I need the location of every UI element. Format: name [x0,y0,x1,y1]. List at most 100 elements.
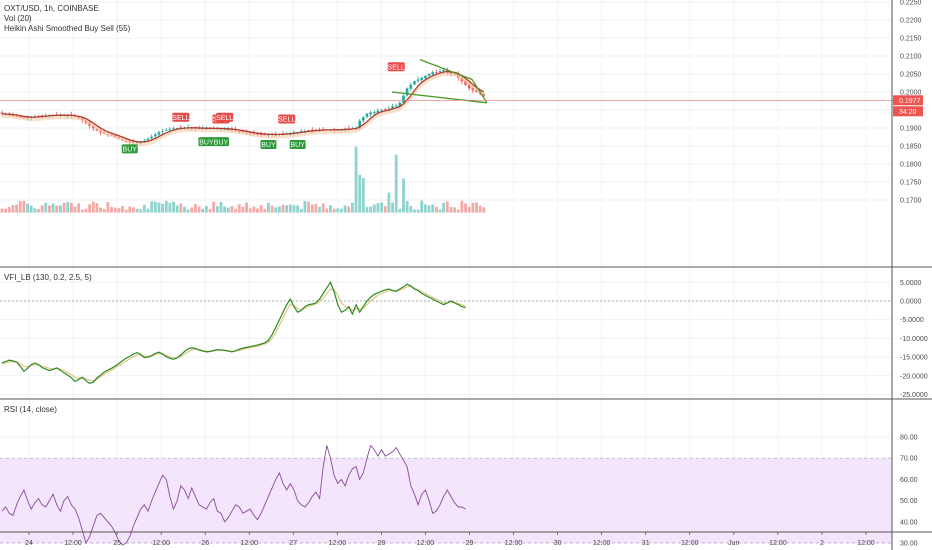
candle-body [424,75,427,79]
sell-signal-label: SELL [388,64,405,71]
volume-bar [394,154,398,213]
candle-body [259,134,263,136]
candle-body [420,77,424,81]
vfi-tick: 5.0000 [900,280,922,287]
buy-signal-label: BUY [123,146,138,153]
heikin-ashi-smoothed-line [1,70,485,143]
buy-signal-label: BUY [199,139,214,146]
time-axis: 24 12:00 25 12:00 26 12:00 27 12:00 28 12:00 29 12:… [25,532,875,547]
volume-bar [427,205,431,213]
candle-body [467,84,471,89]
candle-body [482,93,486,96]
volume-bar [380,202,383,213]
time-tick: 12:00 [857,540,875,547]
countdown-text: 34:20 [899,109,917,116]
volume-bar [237,204,241,213]
volume-bar [292,205,296,213]
rsi-tick: 60.00 [900,477,918,484]
volume-bar [95,203,99,213]
rsi-tick: 80.00 [900,435,918,442]
volume-bar [358,174,362,213]
time-tick: 2 [820,540,824,547]
volume-bar [77,203,81,213]
volume-bar [44,202,48,213]
volume-bar [73,206,77,213]
candle-body [132,141,135,143]
rsi-tick: 50.00 [900,498,918,505]
volume-bar [33,208,37,213]
volume-bar [113,207,117,213]
volume-bar [66,201,70,213]
volume-bar [18,201,22,213]
volume-bar [354,146,358,213]
volume-bar [124,209,128,213]
volume-bar [132,207,135,213]
buy-signal [198,137,215,147]
main-price-pane: BUYBUYBUYBUYBUYSELLSELLSELLSELLSELL [0,0,892,266]
volume-bar [299,208,303,213]
volume-bar [424,204,427,213]
volume-bar [263,208,267,213]
volume-bar [40,205,44,213]
volume-bar [219,201,223,213]
heikin-ashi-band [1,72,485,147]
candle-body [471,87,475,91]
sell-signal [172,112,190,122]
volume-bar [442,202,446,213]
volume-bar [482,207,486,213]
candle-body [416,79,420,81]
volume-bar [329,205,332,213]
price-tick: 0.2250 [900,0,922,7]
symbol-title[interactable]: OXT/USD, 1h, COINBASE [4,4,99,13]
candle-body [398,102,402,107]
volume-bar [416,209,420,213]
volume-bar [314,204,318,213]
rsi-indicator-label[interactable]: RSI (14, close) [4,405,57,414]
candle-body [252,133,256,134]
volume-bar [80,209,84,213]
vfi-line [1,280,466,384]
signal-tags: BUYBUYBUYBUYBUYSELLSELLSELLSELLSELL [121,62,405,153]
volume-bar [383,206,387,213]
volume-bar [150,201,154,213]
volume-bar [372,204,376,213]
volume-bar [281,204,285,213]
volume-bar [172,201,175,213]
volume-indicator-label[interactable]: Vol (20) [4,14,32,23]
sell-signal-label: SELL [278,117,295,124]
price-tags: 0.1977 34:20 [893,95,923,117]
volume-bar [37,208,40,213]
buy-signal-label: BUY [261,142,276,149]
vfi-indicator-label[interactable]: VFI_LB (130, 0.2, 2.5, 5) [4,273,92,282]
volume-bar [62,202,66,213]
volume-bar [106,202,110,213]
volume-bar [453,207,456,213]
candle-body [0,112,4,114]
strategy-indicator-label[interactable]: Heikin Ashi Smoothed Buy Sell (55) [4,24,131,33]
time-tick: 29 [466,540,474,547]
volume-bar [161,203,164,213]
volume-bar [467,206,471,213]
volume-bar [340,208,343,213]
volume-bar [153,201,157,213]
volume-bar [256,208,259,213]
candle-body [380,109,383,111]
volume-bar [226,207,230,213]
volume-bar [325,208,329,213]
volume-bar [445,201,449,213]
volume-bar [402,178,405,213]
candle-body [358,120,361,129]
sell-signal-label: SELL [216,115,233,122]
volume-bar [248,208,252,213]
vfi-tick: -5.0000 [900,317,924,324]
volume-bars [0,146,486,213]
vfi-tick: 0.0000 [900,299,922,306]
volume-bar [7,207,11,213]
sell-signal-label: SELL [172,115,189,122]
candle-body [310,129,314,131]
volume-bar [135,208,139,213]
volume-bar [321,203,325,213]
time-tick: 27 [289,540,297,547]
rsi-tick: 40.00 [900,519,918,526]
